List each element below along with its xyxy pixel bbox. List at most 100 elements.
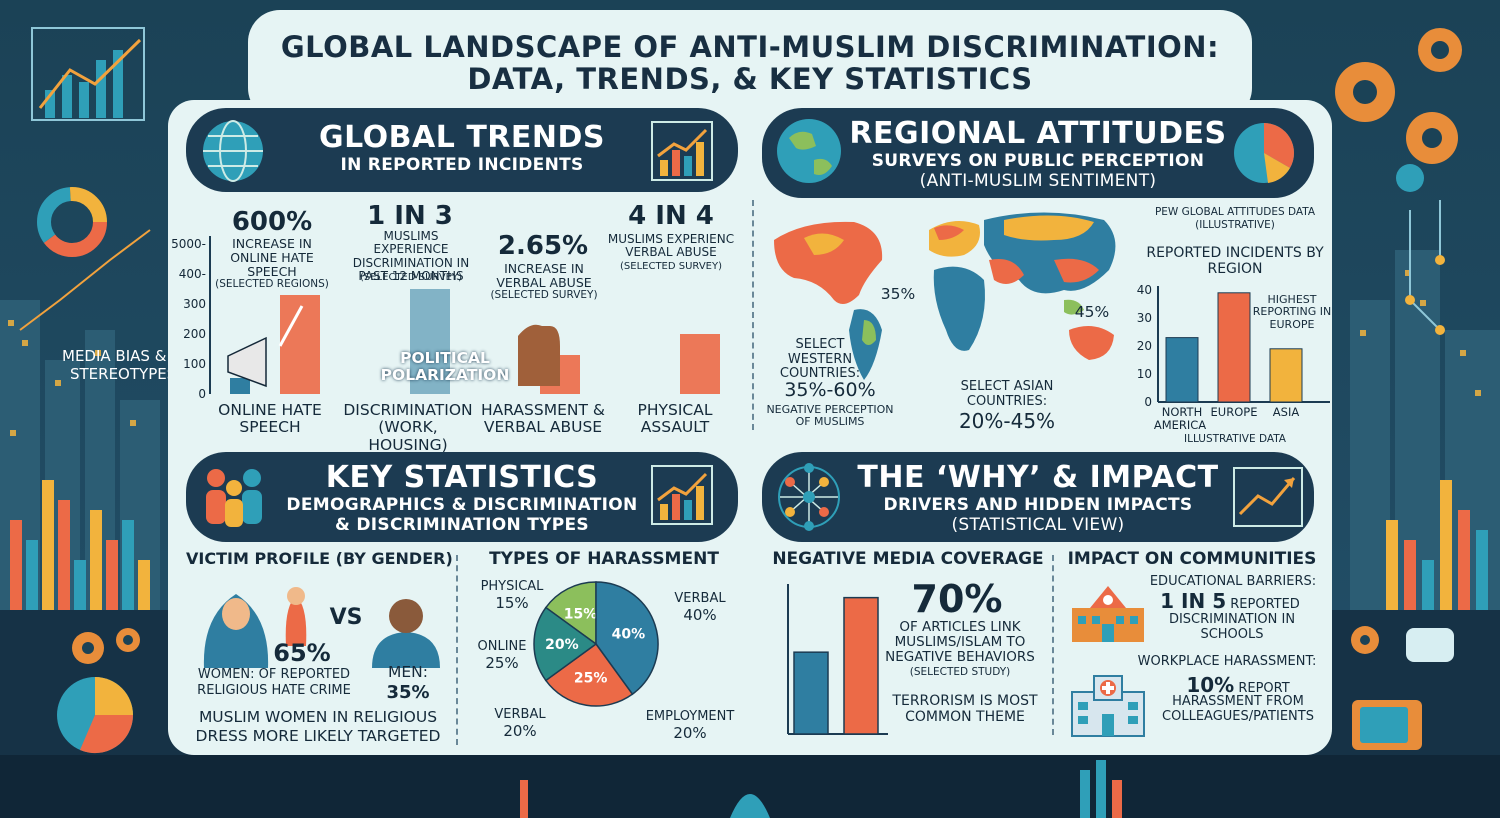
region-y-tick: 40 — [1137, 283, 1152, 297]
pie-outer-employment-label: EMPLOYMENT — [645, 709, 735, 724]
western-range: 35%-60% — [784, 379, 876, 401]
fist-icon — [518, 324, 560, 386]
gt-y-tick: 0 — [198, 387, 206, 401]
vs-label: VS — [329, 605, 363, 630]
region-y-tick: 20 — [1137, 339, 1152, 353]
content-panel — [168, 100, 1332, 755]
media-note: (SELECTED STUDY) — [909, 666, 1011, 678]
gt-bar — [410, 289, 450, 394]
school-icon — [1072, 586, 1144, 642]
stat-4in4-label: MUSLIMS EXPERIENC VERBAL ABUSE — [607, 232, 735, 260]
asian-title: SELECT ASIAN COUNTRIES: — [960, 379, 1054, 409]
category-online: ONLINE HATE SPEECH — [218, 401, 322, 437]
highest-note: HIGHEST REPORTING IN EUROPE — [1252, 293, 1332, 331]
pie-slice — [544, 581, 597, 646]
edu-label-2: DISCRIMINATION IN SCHOOLS — [1168, 612, 1296, 642]
gt-y-tick: 5000- — [171, 237, 206, 251]
world-map — [774, 212, 1116, 380]
trend-chart-icon — [651, 121, 713, 181]
western-note: NEGATIVE PERCEPTION OF MUSLIMS — [766, 403, 894, 429]
why-impact-header: THE ‘WHY’ & IMPACT DRIVERS AND HIDDEN IM… — [762, 452, 1314, 542]
region-y-tick: 10 — [1137, 367, 1152, 381]
hospital-icon — [1071, 675, 1145, 737]
pie-outer-physical-label: PHYSICAL — [480, 579, 544, 594]
asian-range: 20%-45% — [958, 409, 1056, 433]
megaphone-icon-body — [227, 336, 267, 388]
work-label-2: HARASSMENT FROM COLLEAGUES/PATIENTS — [1162, 694, 1314, 724]
pie-outer-verbal-left: VERBAL 20% — [478, 707, 562, 740]
region-x-tick: NORTH — [1162, 405, 1202, 419]
pie-outer-verbal-right-value: 40% — [683, 605, 717, 624]
edu-title: EDUCATIONAL BARRIERS: — [1149, 574, 1317, 589]
global-trends-header: GLOBAL TRENDS IN REPORTED INCIDENTS — [186, 108, 738, 192]
why-impact-subtitle-2: (STATISTICAL VIEW) — [951, 515, 1125, 535]
gt-y-tick: 300 — [183, 297, 206, 311]
pie-slice-label: 20% — [545, 637, 579, 653]
edu-line: 1 in 5 REPORTED — [1130, 590, 1330, 613]
regional-subtitle-2: (ANTI-MUSLIM SENTIMENT) — [919, 171, 1157, 191]
growth-icon — [1233, 467, 1303, 527]
media-value: 70% — [911, 577, 1003, 621]
stat-4in4-note: (SELECTED SURVEY) — [620, 261, 722, 272]
key-stats-subtitle-1: DEMOGRAPHICS & DISCRIMINATION — [286, 495, 638, 515]
harassment-pie-chart: 15% 40% 25% 20% — [533, 581, 659, 707]
why-impact-subtitle-1: DRIVERS AND HIDDEN IMPACTS — [883, 495, 1193, 515]
pew-title: PEW GLOBAL ATTITUDES DATA — [1154, 206, 1316, 218]
pie-outer-verbal-left-value: 20% — [503, 721, 537, 740]
women-label-2: RELIGIOUS HATE CRIME — [197, 683, 351, 698]
work-line: 10% REPORT — [1150, 674, 1326, 697]
pie-outer-physical: PHYSICAL 15% — [466, 579, 558, 612]
globe-icon — [203, 120, 263, 182]
pie-outer-physical-value: 15% — [495, 593, 529, 612]
key-stats-header: KEY STATISTICS DEMOGRAPHICS & DISCRIMINA… — [186, 452, 738, 542]
people-icon — [206, 469, 262, 527]
global-trends-title: GLOBAL TRENDS — [319, 120, 605, 155]
men-label: MEN: — [388, 663, 428, 681]
impact-title: IMPACT ON COMMUNITIES — [1067, 549, 1317, 569]
vertical-divider — [752, 200, 754, 430]
media-bias-label-2: STEREOTYPES — [70, 365, 177, 383]
edu-label-1: REPORTED — [1230, 597, 1300, 612]
victim-note-1: MUSLIM WOMEN IN RELIGIOUS — [198, 708, 438, 726]
illustrative-note: ILLUSTRATIVE DATA — [1184, 433, 1286, 445]
pie-slice-label: 25% — [574, 671, 608, 687]
media-coverage-chart — [787, 584, 888, 735]
work-label-1: REPORT — [1238, 681, 1290, 696]
vertical-divider-bottom — [1052, 555, 1054, 735]
terrorism-label: TERRORISM IS MOST COMMON THEME — [892, 693, 1038, 725]
category-physical: PHYSICAL ASSAULT — [637, 401, 713, 437]
regional-subtitle-1: SURVEYS ON PUBLIC PERCEPTION — [871, 151, 1205, 171]
gt-y-tick: 100 — [183, 357, 206, 371]
pie-chart-icon — [1234, 122, 1295, 183]
media-bar — [843, 596, 879, 735]
region-y-tick: 0 — [1144, 395, 1152, 409]
stat-verbal-note: (SELECTED SURVEY) — [490, 289, 598, 301]
pie-outer-verbal-right: VERBAL 40% — [660, 591, 740, 624]
pie-slice — [544, 642, 634, 707]
region-x-tick-line2: AMERICA — [1154, 418, 1206, 430]
men-value: 35% — [386, 682, 430, 703]
earth-icon — [777, 119, 841, 183]
global-trends-subtitle: IN REPORTED INCIDENTS — [340, 155, 584, 175]
gt-bar — [680, 334, 720, 394]
megaphone-icon — [230, 378, 250, 394]
pie-outer-verbal-left-label: VERBAL — [494, 707, 546, 722]
harassment-title: TYPES OF HARASSMENT — [489, 549, 719, 569]
bar-chart-icon — [651, 465, 713, 525]
pie-outer-online: ONLINE 25% — [460, 639, 544, 672]
incidents-title: REPORTED INCIDENTS BY REGION — [1146, 245, 1324, 277]
gt-y-tick: 200 — [183, 327, 206, 341]
media-label: OF ARTICLES LINK MUSLIMS/ISLAM TO NEGATI… — [885, 619, 1035, 666]
pie-outer-employment-value: 20% — [673, 723, 707, 742]
stat-discrimination-note: (SELECTED SURVEY) — [360, 272, 462, 283]
pie-slice-label: 15% — [564, 607, 598, 623]
pie-outer-employment: EMPLOYMENT 20% — [638, 709, 742, 742]
page-title-line1: GLOBAL LANDSCAPE OF ANTI-MUSLIM DISCRIMI… — [280, 30, 1220, 64]
gt-y-tick: 400- — [179, 267, 206, 281]
victim-note-2: DRESS MORE LIKELY TARGETED — [195, 727, 441, 745]
pie-slice — [533, 606, 598, 682]
women-value: 65% — [273, 639, 331, 667]
page-title-line2: DATA, TRENDS, & KEY STATISTICS — [467, 62, 1033, 96]
region-bar — [1269, 348, 1303, 403]
media-title: NEGATIVE MEDIA COVERAGE — [772, 549, 1044, 569]
